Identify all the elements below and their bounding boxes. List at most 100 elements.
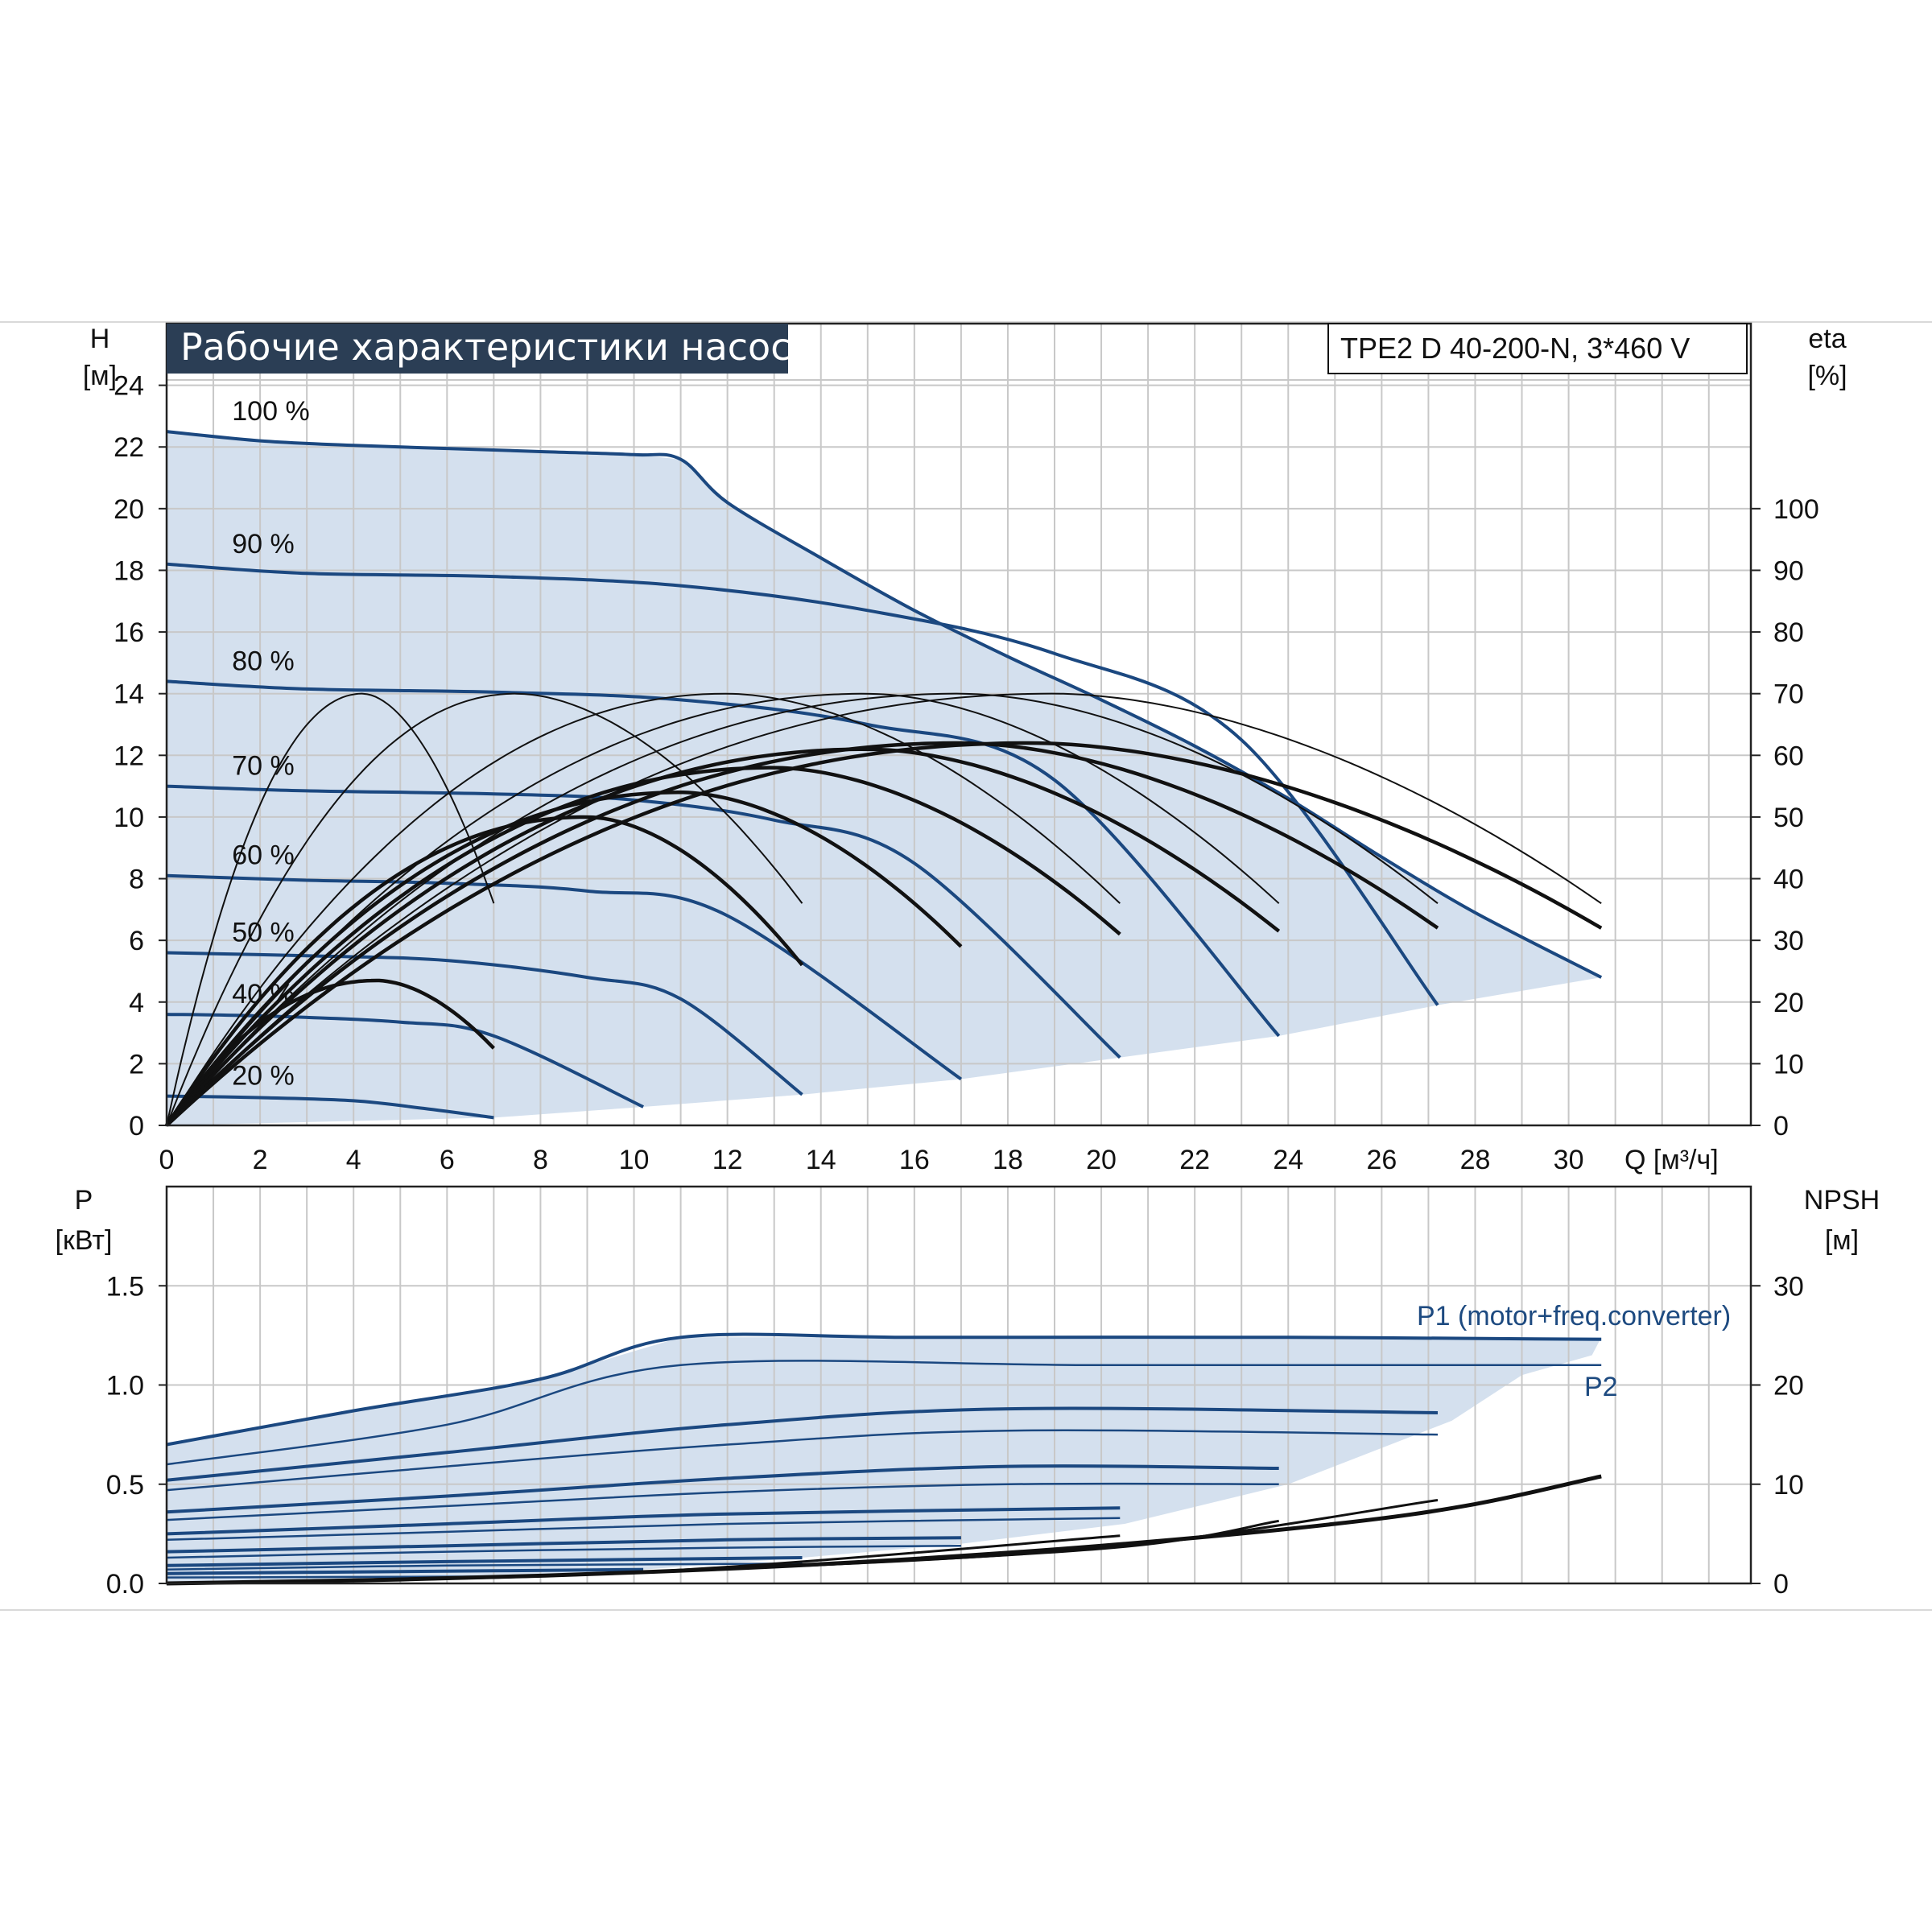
x-tick-label: 10 [619,1145,650,1175]
npsh-curve [166,1534,1121,1585]
y-tick-label: 4 [129,988,144,1018]
y-tick-label: 12 [114,741,144,771]
efficiency-curve [165,815,804,1127]
speed-label: 90 % [232,529,295,559]
efficiency-curve [166,692,495,1126]
power-tick-label: 1.0 [106,1371,144,1402]
efficiency-curve [166,692,1439,1126]
y2-tick-label: 70 [1773,679,1804,710]
x-tick-label: 0 [159,1145,175,1175]
power-curve [166,1406,1439,1482]
y-tick-label: 20 [114,494,144,525]
efficiency-curve [166,692,1280,1126]
npsh-axis-unit: [м] [1825,1225,1859,1256]
y-tick-label: 18 [114,555,144,586]
x-tick-label: 26 [1366,1145,1397,1175]
x-tick-label: 12 [712,1145,743,1175]
x-tick-label: 20 [1086,1145,1117,1175]
model-box [1327,323,1748,374]
x-tick-label: 22 [1179,1145,1210,1175]
power-npsh-plot: 0.0 0.5 1.0 1.5 0 10 20 30 [106,1185,1804,1600]
head-curve [166,1094,494,1120]
npsh-tick-label: 30 [1773,1271,1804,1302]
head-curve [166,430,1603,979]
x-tick-label: 6 [440,1145,455,1175]
p2-annotation: P2 [1584,1372,1618,1402]
model-label: TPE2 D 40-200-N, 3*460 V [1340,332,1690,365]
x-tick-label: 18 [993,1145,1023,1175]
power-axis-unit: [кВт] [56,1225,113,1256]
y-tick-label: 24 [114,371,144,402]
chart-title: Рабочие характеристики насоса [180,325,814,369]
y-tick-label: 2 [129,1049,144,1080]
efficiency-curve [165,741,1439,1127]
power-curve [166,1536,961,1554]
head-efficiency-plot: 100 %90 %80 %70 %60 %50 %40 %20 %0 2 4 6 8 10… [114,322,1819,1175]
y2-axis-label: eta [1808,324,1846,354]
speed-label: 80 % [232,646,295,676]
title-box [167,324,788,374]
y2-tick-label: 80 [1773,617,1804,648]
x-tick-label: 14 [806,1145,836,1175]
y-axis-unit: [м] [83,361,117,391]
npsh-tick-label: 20 [1773,1371,1804,1402]
head-curve [166,679,1281,1038]
power-curve [166,1482,1279,1521]
y-tick-label: 8 [129,865,144,895]
efficiency-curve [166,692,1602,1126]
power-curve [166,1563,803,1571]
power-curve [166,1517,1121,1542]
y2-tick-label: 20 [1773,988,1804,1018]
x-tick-label: 24 [1273,1145,1303,1175]
efficiency-curve [166,692,803,1126]
power-curve [166,1556,803,1567]
speed-label: 20 % [232,1061,295,1092]
y2-tick-label: 10 [1773,1049,1804,1080]
efficiency-curve [165,747,1281,1127]
y2-tick-label: 40 [1773,865,1804,895]
power-curve [166,1544,961,1559]
y2-tick-label: 90 [1773,555,1804,586]
power-curve [166,1429,1439,1492]
head-curve [166,1013,644,1108]
power-curve [166,1464,1279,1514]
speed-label: 70 % [232,751,295,782]
x-axis-label: Q [м³/ч] [1624,1145,1719,1175]
y2-tick-label: 0 [1773,1111,1789,1141]
speed-label: 40 % [232,979,295,1009]
y2-tick-label: 60 [1773,741,1804,771]
y-tick-label: 16 [114,617,144,648]
y-tick-label: 6 [129,926,144,956]
power-tick-label: 1.5 [106,1271,144,1302]
y-tick-label: 22 [114,432,144,463]
speed-label: 100 % [232,396,309,427]
head-curve [166,562,1439,1006]
x-tick-label: 28 [1460,1145,1491,1175]
y2-tick-label: 100 [1773,494,1819,525]
p1-annotation: P1 (motor+freq.converter) [1417,1301,1731,1331]
y2-tick-label: 50 [1773,803,1804,833]
npsh-tick-label: 0 [1773,1569,1789,1600]
y-tick-label: 0 [129,1111,144,1141]
y2-axis-unit: [%] [1807,361,1847,391]
power-tick-label: 0.5 [106,1470,144,1501]
efficiency-curve [165,741,1603,1127]
x-tick-label: 8 [533,1145,548,1175]
x-tick-label: 16 [899,1145,930,1175]
y-tick-label: 14 [114,679,144,710]
power-curve [166,1506,1121,1536]
power-curve [166,1360,1602,1466]
npsh-axis-label: NPSH [1804,1185,1880,1216]
x-tick-label: 2 [253,1145,268,1175]
power-tick-label: 0.0 [106,1569,144,1600]
operating-area [167,431,1602,1125]
speed-label: 50 % [232,917,295,947]
y-tick-label: 10 [114,803,144,833]
npsh-tick-label: 10 [1773,1470,1804,1501]
efficiency-curve [166,692,1121,1126]
speed-label: 60 % [232,840,295,871]
x-tick-label: 4 [346,1145,361,1175]
power-curve [166,1567,644,1575]
x-tick-label: 30 [1554,1145,1584,1175]
